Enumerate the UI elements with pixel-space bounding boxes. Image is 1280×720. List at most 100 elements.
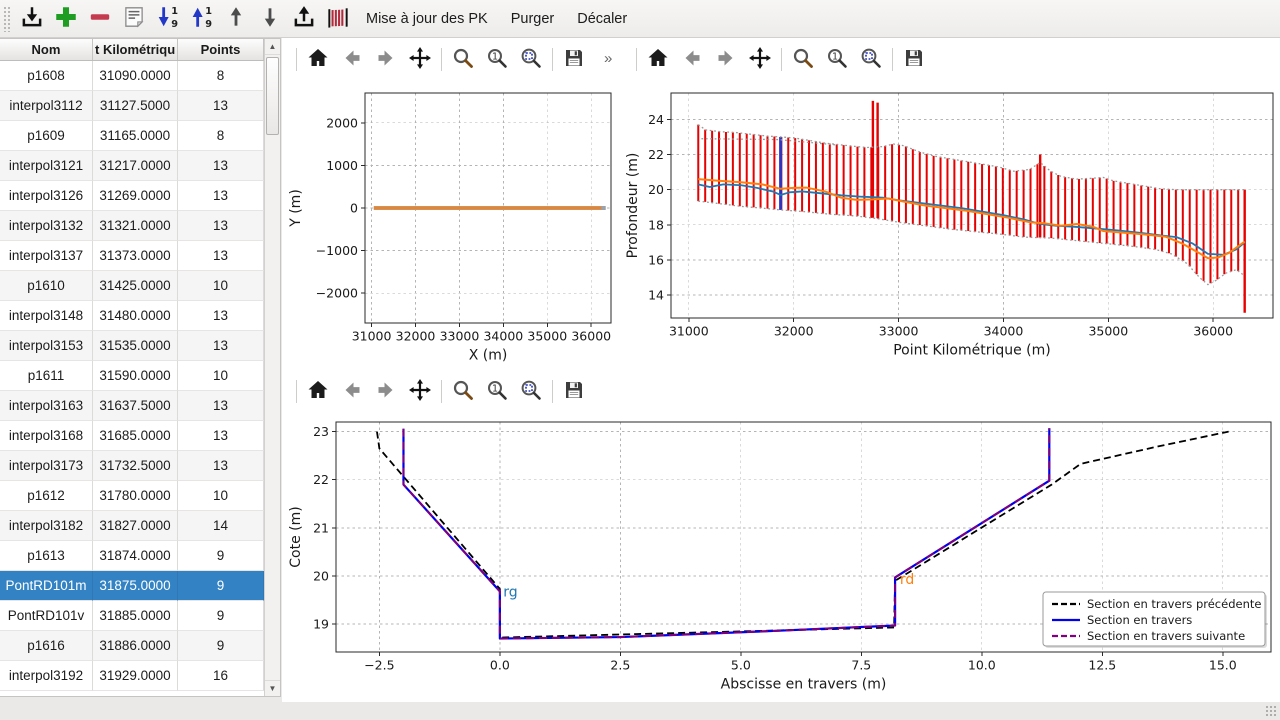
- table-row[interactable]: p160831090.00008: [0, 61, 264, 91]
- cell-nom: interpol3132: [0, 211, 93, 241]
- home-button[interactable]: [303, 44, 333, 74]
- table-row[interactable]: interpol316331637.500013: [0, 391, 264, 421]
- window-resize-grip[interactable]: [1265, 705, 1277, 717]
- menu-mise-a-jour-pk[interactable]: Mise à jour des PK: [356, 6, 498, 32]
- table-row[interactable]: interpol313231321.000013: [0, 211, 264, 241]
- zoom-button[interactable]: [788, 44, 818, 74]
- forward-button[interactable]: [371, 376, 401, 406]
- table-row[interactable]: p161331874.00009: [0, 541, 264, 571]
- menu-decaler[interactable]: Décaler: [567, 6, 637, 32]
- forward-icon: [714, 46, 738, 73]
- home-button[interactable]: [643, 44, 673, 74]
- zoom-icon: [451, 378, 475, 405]
- table-row[interactable]: interpol319231929.000016: [0, 661, 264, 691]
- save-button[interactable]: [559, 376, 589, 406]
- svg-text:9: 9: [205, 19, 212, 30]
- scrollbar-thumb[interactable]: [266, 57, 279, 135]
- cell-point-kilometrique: 31886.0000: [93, 631, 178, 661]
- export-button[interactable]: [288, 3, 319, 34]
- zoom-original-button[interactable]: 1: [822, 44, 852, 74]
- table-row[interactable]: interpol318231827.000014: [0, 511, 264, 541]
- menu-purger[interactable]: Purger: [501, 6, 565, 32]
- sections-button[interactable]: [322, 3, 353, 34]
- table-row[interactable]: interpol313731373.000013: [0, 241, 264, 271]
- zoom-original-button[interactable]: 1: [482, 44, 512, 74]
- cell-points: 13: [178, 301, 264, 331]
- table-row[interactable]: p160931165.00008: [0, 121, 264, 151]
- zoom-button[interactable]: [448, 376, 478, 406]
- cell-nom: interpol3163: [0, 391, 93, 421]
- zoom-region-button[interactable]: [516, 44, 546, 74]
- table-row[interactable]: interpol311231127.500013: [0, 91, 264, 121]
- cross-section-plot[interactable]: rgrd−2.50.02.55.07.510.012.515.019202122…: [284, 415, 1280, 702]
- back-button[interactable]: [337, 44, 367, 74]
- svg-text:23: 23: [313, 424, 329, 439]
- svg-text:rg: rg: [503, 585, 517, 601]
- plot-toolbar-section: 1: [294, 374, 589, 408]
- zoom-original-button[interactable]: 1: [482, 376, 512, 406]
- save-button[interactable]: [559, 44, 589, 74]
- add-icon: [53, 4, 79, 33]
- table-row[interactable]: p161231780.000010: [0, 481, 264, 511]
- zoom-icon: [451, 46, 475, 73]
- edit-button[interactable]: [118, 3, 149, 34]
- cell-points: 13: [178, 241, 264, 271]
- pan-button[interactable]: [405, 44, 435, 74]
- column-header-point-kilometrique[interactable]: t Kilométriqu: [93, 39, 178, 60]
- cell-nom: p1612: [0, 481, 93, 511]
- back-button[interactable]: [337, 376, 367, 406]
- toolbar-drag-handle[interactable]: [3, 6, 11, 32]
- table-row[interactable]: interpol315331535.000013: [0, 331, 264, 361]
- move-down-button[interactable]: [254, 3, 285, 34]
- table-row[interactable]: p161131590.000010: [0, 361, 264, 391]
- remove-button[interactable]: [84, 3, 115, 34]
- table-row[interactable]: p161031425.000010: [0, 271, 264, 301]
- sort-descending-button[interactable]: 19: [152, 3, 183, 34]
- table-row[interactable]: interpol316831685.000013: [0, 421, 264, 451]
- cell-points: 13: [178, 391, 264, 421]
- back-button[interactable]: [677, 44, 707, 74]
- toolbar-overflow-chevron[interactable]: »: [600, 48, 616, 69]
- pan-button[interactable]: [745, 44, 775, 74]
- longitudinal-profile-plot[interactable]: 3100032000330003400035000360001416182022…: [621, 85, 1280, 370]
- toolbar-separator: [781, 48, 782, 71]
- forward-button[interactable]: [711, 44, 741, 74]
- home-icon: [646, 46, 670, 73]
- zoom-button[interactable]: [448, 44, 478, 74]
- move-up-button[interactable]: [220, 3, 251, 34]
- table-row[interactable]: interpol317331732.500013: [0, 451, 264, 481]
- pan-button[interactable]: [405, 376, 435, 406]
- svg-text:X (m): X (m): [469, 348, 508, 364]
- table-scrollbar[interactable]: ▲ ▼: [264, 39, 280, 696]
- forward-button[interactable]: [371, 44, 401, 74]
- save-button[interactable]: [899, 44, 929, 74]
- cell-point-kilometrique: 31827.0000: [93, 511, 178, 541]
- home-button[interactable]: [303, 376, 333, 406]
- zoom-region-icon: [859, 46, 883, 73]
- cell-nom: PontRD101v: [0, 601, 93, 631]
- sections-stripes-icon: [325, 4, 351, 33]
- cell-nom: p1611: [0, 361, 93, 391]
- svg-text:31000: 31000: [352, 329, 392, 344]
- plan-view-plot[interactable]: 310003200033000340003500036000−2000−1000…: [284, 85, 619, 370]
- zoom-region-button[interactable]: [516, 376, 546, 406]
- svg-text:34000: 34000: [984, 324, 1024, 339]
- column-header-nom[interactable]: Nom: [0, 39, 93, 60]
- scroll-down-icon[interactable]: ▼: [265, 680, 280, 696]
- home-icon: [306, 378, 330, 405]
- scroll-up-icon[interactable]: ▲: [265, 39, 280, 55]
- import-button[interactable]: [16, 3, 47, 34]
- zoom-region-button[interactable]: [856, 44, 886, 74]
- add-button[interactable]: [50, 3, 81, 34]
- svg-text:20: 20: [648, 182, 664, 197]
- svg-text:Profondeur (m): Profondeur (m): [625, 153, 641, 259]
- sort-ascending-button[interactable]: 19: [186, 3, 217, 34]
- table-row[interactable]: PontRD101v31885.00009: [0, 601, 264, 631]
- table-row[interactable]: interpol312131217.000013: [0, 151, 264, 181]
- column-header-points[interactable]: Points: [178, 39, 264, 60]
- pan-icon: [408, 46, 432, 73]
- table-row[interactable]: interpol314831480.000013: [0, 301, 264, 331]
- table-row[interactable]: PontRD101m31875.00009: [0, 571, 264, 601]
- table-row[interactable]: p161631886.00009: [0, 631, 264, 661]
- table-row[interactable]: interpol312631269.000013: [0, 181, 264, 211]
